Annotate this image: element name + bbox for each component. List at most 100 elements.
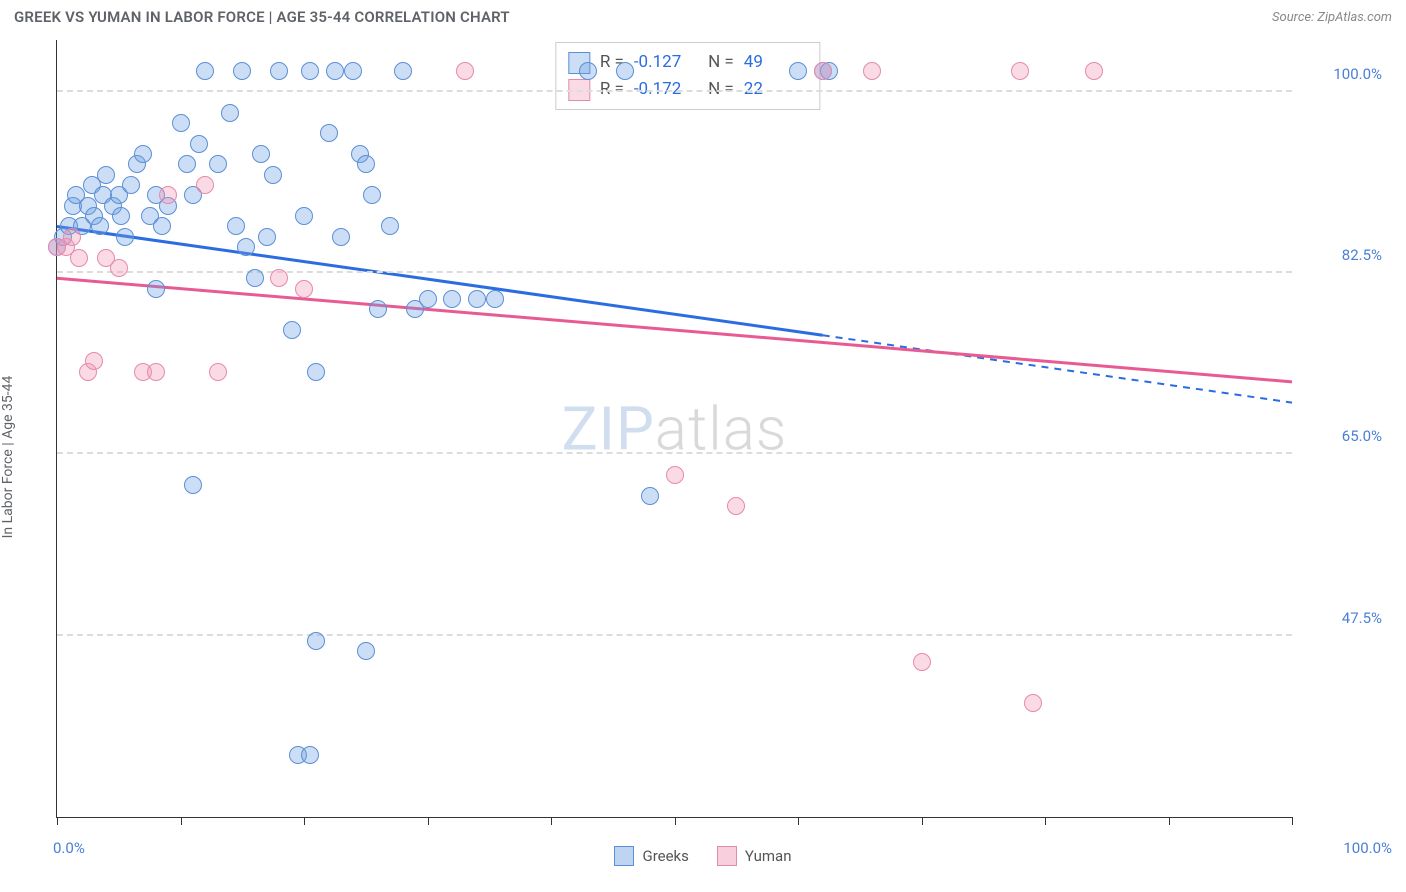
data-point [789,62,807,80]
stat-r-value: -0.127 [634,49,694,76]
x-tick [1045,817,1046,825]
data-point [394,62,412,80]
data-point [153,217,171,235]
data-point [258,228,276,246]
gridline-h [57,452,1292,454]
stat-n-label: N = [704,49,734,76]
gridline-h [57,90,1292,92]
x-tick [798,817,799,825]
data-point [295,207,313,225]
data-point [641,487,659,505]
y-tick-label: 47.5% [1302,609,1382,627]
data-point [913,653,931,671]
trend-line [57,278,1292,382]
data-point [70,249,88,267]
legend-label: Greeks [642,847,688,865]
data-point [209,155,227,173]
x-tick [1169,817,1170,825]
data-point [1085,62,1103,80]
data-point [443,290,461,308]
y-tick-label: 100.0% [1302,65,1382,83]
data-point [91,217,109,235]
data-point [357,155,375,173]
y-axis-label: In Labor Force | Age 35-44 [0,376,16,539]
x-tick [57,817,58,825]
data-point [468,290,486,308]
data-point [116,228,134,246]
data-point [369,300,387,318]
data-point [320,124,338,142]
data-point [579,62,597,80]
data-point [295,280,313,298]
x-tick [675,817,676,825]
data-point [381,217,399,235]
data-point [419,290,437,308]
data-point [159,186,177,204]
data-point [270,62,288,80]
data-point [221,104,239,122]
legend-item: Yuman [717,846,792,866]
trend-line [57,226,823,335]
data-point [122,176,140,194]
data-point [1011,62,1029,80]
data-point [666,466,684,484]
data-point [172,114,190,132]
x-tick [428,817,429,825]
data-point [110,259,128,277]
data-point [112,207,130,225]
data-point [270,269,288,287]
series-legend: Greeks Yuman [14,846,1392,866]
data-point [344,62,362,80]
data-point [134,145,152,163]
data-point [326,62,344,80]
gridline-h [57,271,1292,273]
data-point [486,290,504,308]
stat-row: R = -0.127 N = 49 [568,49,804,76]
data-point [227,217,245,235]
legend-label: Yuman [745,847,792,865]
data-point [1024,694,1042,712]
data-point [307,363,325,381]
data-point [863,62,881,80]
x-tick [304,817,305,825]
data-point [97,166,115,184]
data-point [190,135,208,153]
y-tick-label: 82.5% [1302,246,1382,264]
data-point [196,176,214,194]
x-tick [551,817,552,825]
data-point [357,642,375,660]
x-tick [1292,817,1293,825]
data-point [147,363,165,381]
x-tick [181,817,182,825]
data-point [727,497,745,515]
data-point [178,155,196,173]
legend-item: Greeks [614,846,688,866]
trend-line-extrapolated [823,335,1292,402]
chart-container: In Labor Force | Age 35-44 ZIPatlas R = … [14,36,1392,878]
data-point [363,186,381,204]
data-point [283,321,301,339]
data-point [246,269,264,287]
y-tick-label: 65.0% [1302,427,1382,445]
data-point [233,62,251,80]
data-point [184,476,202,494]
data-point [63,228,81,246]
data-point [85,352,103,370]
data-point [252,145,270,163]
data-point [301,62,319,80]
data-point [307,632,325,650]
data-point [147,280,165,298]
trend-lines-layer [57,40,1292,817]
legend-swatch [614,846,634,866]
x-tick [922,817,923,825]
data-point [264,166,282,184]
data-point [814,62,832,80]
data-point [237,238,255,256]
legend-swatch [717,846,737,866]
chart-header: GREEK VS YUMAN IN LABOR FORCE | AGE 35-4… [0,0,1406,32]
gridline-h [57,634,1292,636]
data-point [196,62,214,80]
data-point [301,746,319,764]
data-point [456,62,474,80]
chart-source: Source: ZipAtlas.com [1272,10,1392,25]
